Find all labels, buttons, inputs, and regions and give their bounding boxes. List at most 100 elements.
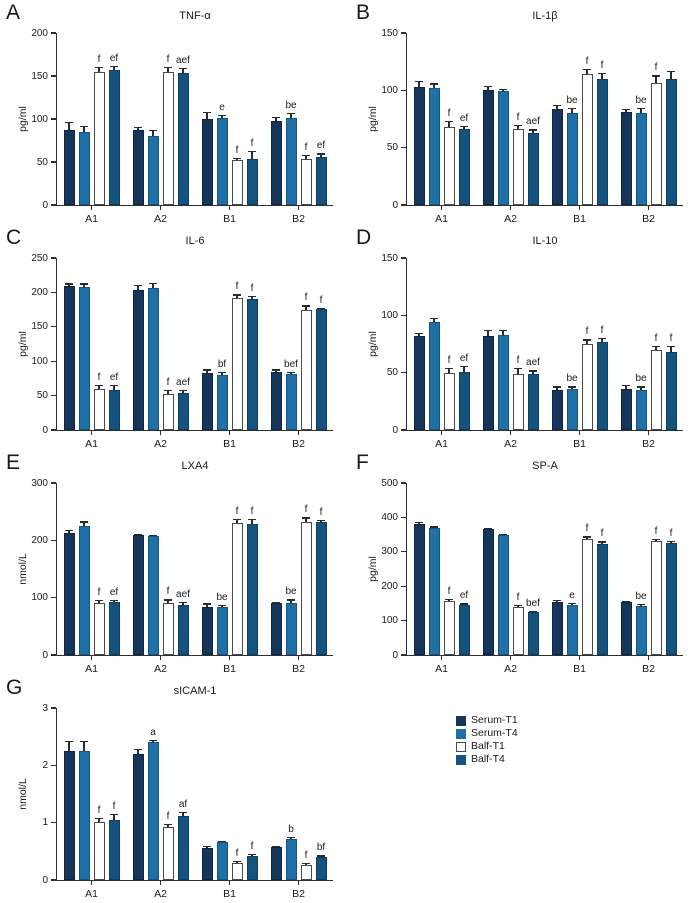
x-tick-label: B1 — [223, 438, 236, 450]
x-tick-label: A2 — [154, 213, 167, 225]
y-tick-label: 50 — [36, 390, 48, 402]
significance-label: f — [97, 53, 101, 65]
y-tick-mark — [51, 360, 56, 362]
bar-serum-t1-a2 — [132, 753, 144, 880]
y-tick-label: 50 — [36, 156, 48, 168]
error-bar-cap — [164, 390, 172, 392]
error-bar-whisker — [83, 740, 85, 751]
error-bar-whisker — [487, 330, 489, 336]
error-bar-whisker — [137, 749, 139, 754]
panel-il-1beta: B IL-1β pg/ml 0 50 100 150 A1 f ef A2 f aef B1 be f f B2 b… — [350, 0, 700, 225]
error-bar-cap — [149, 282, 157, 284]
error-bar-whisker — [275, 369, 277, 373]
error-bar-cap — [233, 157, 241, 159]
error-bar-cap — [529, 370, 537, 372]
x-tick-mark — [578, 656, 581, 661]
y-tick-mark — [401, 654, 406, 656]
y-axis-label: nmol/L — [17, 778, 29, 810]
bar-balf-t1-b1 — [581, 74, 593, 205]
error-bar-cap — [652, 346, 660, 348]
error-bar-cap — [203, 112, 211, 114]
y-tick-label: 400 — [381, 511, 398, 523]
significance-label: f — [319, 294, 323, 306]
error-bar-cap — [652, 539, 660, 541]
x-axis-line — [405, 205, 683, 207]
error-bar-cap — [415, 521, 423, 524]
error-bar-cap — [65, 530, 73, 532]
significance-label: f — [166, 53, 170, 65]
significance-label: bf — [316, 842, 326, 854]
error-bar-cap — [317, 153, 325, 155]
error-bar-cap — [652, 75, 660, 77]
error-bar-whisker — [221, 372, 223, 375]
bar-serum-t1-a1 — [63, 286, 75, 430]
y-tick-label: 50 — [386, 142, 398, 154]
x-axis-line — [55, 430, 333, 432]
y-tick-label: 1 — [42, 817, 48, 829]
bar-serum-t4-b2 — [285, 603, 297, 655]
error-bar-whisker — [670, 70, 672, 79]
bar-serum-t1-a1 — [63, 130, 75, 205]
significance-label: e — [219, 101, 225, 113]
y-tick-mark — [401, 620, 406, 622]
error-bar-whisker — [320, 153, 322, 157]
error-bar-whisker — [251, 518, 253, 525]
bar-serum-t4-b2 — [635, 389, 647, 430]
error-bar-whisker — [571, 107, 573, 114]
legend-swatch-serum-t1 — [456, 715, 466, 726]
y-tick-label: 100 — [381, 615, 398, 627]
error-bar-whisker — [182, 68, 184, 73]
error-bar-whisker — [487, 85, 489, 91]
error-bar-cap — [568, 386, 576, 388]
error-bar-cap — [65, 121, 73, 123]
error-bar-cap — [553, 105, 561, 107]
error-bar-whisker — [236, 157, 238, 161]
error-bar-cap — [203, 603, 211, 605]
significance-label: f — [585, 326, 589, 338]
significance-label: bef — [284, 359, 298, 371]
significance-label: bef — [526, 597, 540, 609]
error-bar-whisker — [152, 739, 154, 743]
error-bar-cap — [583, 68, 591, 70]
bar-serum-t4-a1 — [78, 751, 90, 880]
error-bar-cap — [302, 155, 310, 157]
bar-serum-t1-a2 — [132, 130, 144, 205]
error-bar-whisker — [182, 390, 184, 393]
x-tick-label: A1 — [85, 888, 98, 900]
y-tick-label: 200 — [31, 534, 48, 546]
error-bar-whisker — [236, 294, 238, 298]
significance-label: e — [569, 589, 575, 601]
bar-balf-t4-b1 — [246, 524, 258, 655]
y-tick-label: 0 — [42, 199, 48, 211]
significance-label: aef — [526, 116, 540, 128]
bar-serum-t1-b1 — [201, 372, 213, 430]
bar-balf-t4-a1 — [108, 69, 120, 205]
y-tick-mark — [401, 89, 406, 91]
error-bar-cap — [218, 841, 226, 843]
bar-serum-t4-a2 — [497, 535, 509, 655]
bar-serum-t1-b1 — [551, 601, 563, 655]
x-tick-mark — [159, 656, 162, 661]
x-tick-mark — [228, 656, 231, 661]
bar-balf-t4-a1 — [108, 819, 120, 880]
error-bar-cap — [430, 83, 438, 85]
bar-serum-t1-b2 — [620, 112, 632, 205]
legend-swatch-serum-t4 — [456, 728, 466, 739]
y-tick-mark — [401, 147, 406, 149]
y-tick-label: 200 — [31, 27, 48, 39]
error-bar-cap — [302, 305, 310, 307]
y-tick-mark — [401, 482, 406, 484]
x-tick-mark — [509, 206, 512, 211]
x-tick-mark — [647, 656, 650, 661]
error-bar-whisker — [221, 114, 223, 119]
bar-balf-t1-a1 — [443, 372, 455, 430]
y-tick-mark — [51, 539, 56, 541]
bar-serum-t1-b1 — [551, 108, 563, 205]
bar-balf-t1-b1 — [581, 344, 593, 430]
error-bar-whisker — [113, 814, 115, 820]
error-bar-cap — [164, 599, 172, 601]
y-tick-mark — [401, 429, 406, 431]
significance-label: ef — [109, 586, 119, 598]
error-bar-whisker — [83, 125, 85, 132]
significance-label: aef — [176, 588, 190, 600]
